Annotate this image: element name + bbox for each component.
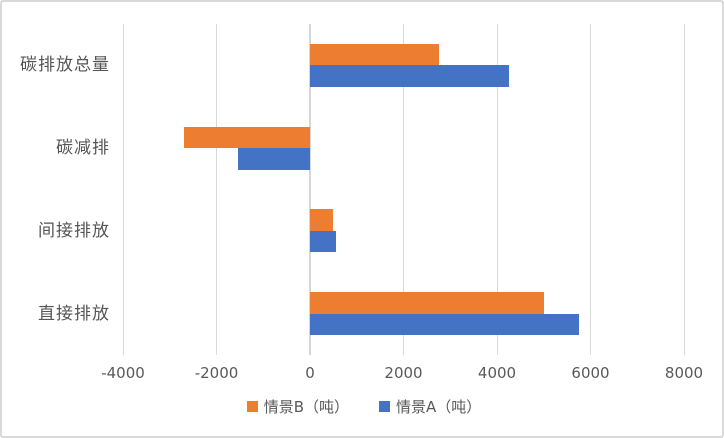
bar-碳排放总量-情景B（吨） <box>310 43 439 66</box>
legend-label: 情景B（吨） <box>263 398 350 416</box>
bar-直接排放-情景A（吨） <box>310 313 579 336</box>
x-tick-label: -4000 <box>101 364 145 382</box>
gridline <box>216 24 217 355</box>
x-tick-label: 6000 <box>571 364 610 382</box>
category-label: 间接排放 <box>38 220 110 241</box>
bar-碳排放总量-情景A（吨） <box>310 65 509 87</box>
x-tick-label: 2000 <box>384 364 423 382</box>
bar-碳减排-情景A（吨） <box>237 148 310 170</box>
legend-swatch-icon <box>246 401 258 412</box>
category-label: 直接排放 <box>38 303 110 324</box>
bar-间接排放-情景A（吨） <box>310 230 336 253</box>
legend: 情景B（吨） 情景A（吨） <box>2 396 722 417</box>
plot-area <box>122 24 685 355</box>
category-label: 碳排放总量 <box>20 55 110 76</box>
gridline <box>683 24 685 355</box>
bar-直接排放-情景B（吨） <box>310 292 544 314</box>
x-tick-label: 4000 <box>477 364 517 382</box>
bar-碳减排-情景B（吨） <box>183 126 310 149</box>
gridline <box>403 24 404 355</box>
gridline <box>496 24 498 355</box>
gridline <box>122 24 124 355</box>
x-tick-label: 8000 <box>664 364 704 382</box>
zero-gridline <box>309 24 311 355</box>
category-label: 碳减排 <box>56 138 110 159</box>
legend-swatch-icon <box>379 401 391 412</box>
legend-item: 情景B（吨） <box>246 396 350 417</box>
gridline <box>590 24 591 355</box>
legend-item: 情景A（吨） <box>379 396 481 417</box>
legend-label: 情景A（吨） <box>396 398 482 416</box>
x-tick-label: 0 <box>305 364 315 382</box>
bar-间接排放-情景B（吨） <box>310 209 334 231</box>
x-tick-label: -2000 <box>194 364 239 382</box>
